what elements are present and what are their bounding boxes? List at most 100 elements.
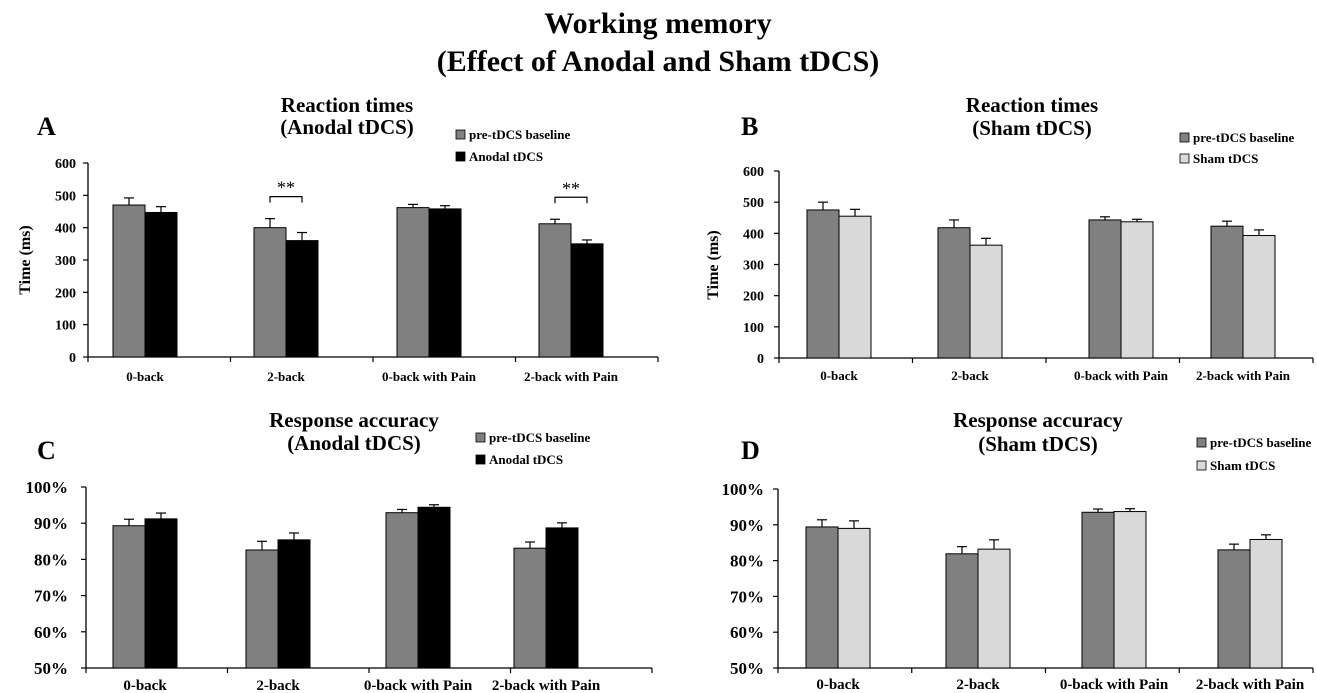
bar-treatment (837, 527, 871, 669)
chart-title-line2: (Anodal tDCS) (287, 431, 421, 455)
y-tick-label: 50% (730, 659, 764, 678)
y-tick-label: 100% (722, 480, 765, 499)
panel-letter: B (741, 112, 758, 141)
y-tick-label: 200 (55, 286, 76, 301)
legend-swatch (455, 151, 466, 162)
bar-baseline (1081, 511, 1115, 669)
y-axis-label: Time (ms) (705, 230, 722, 299)
bar-baseline (1217, 549, 1251, 669)
y-tick-label: 400 (743, 227, 764, 242)
legend-label: pre-tDCS baseline (1210, 435, 1311, 450)
chart-title-line1: Reaction times (966, 93, 1098, 117)
legend-swatch (455, 129, 466, 140)
bar-treatment (1113, 511, 1147, 669)
chart-title-line1: Reaction times (281, 93, 413, 117)
x-tick-label: 2-back with Pain (492, 678, 601, 693)
bar-treatment (144, 211, 178, 358)
x-tick-label: 2-back (256, 678, 300, 693)
bar-baseline (1210, 225, 1244, 359)
x-tick-label: 0-back (126, 369, 164, 384)
bar-treatment (277, 539, 311, 669)
chart-title-line2: (Anodal tDCS) (280, 115, 414, 139)
bar-treatment (838, 215, 872, 359)
y-tick-label: 80% (34, 550, 68, 569)
legend-swatch (1179, 153, 1190, 164)
x-tick-label: 0-back with Pain (364, 678, 473, 693)
figure-title-line2: (Effect of Anodal and Sham tDCS) (437, 45, 880, 78)
x-tick-label: 2-back with Pain (1196, 677, 1305, 693)
panel-letter: C (37, 436, 56, 465)
x-tick-label: 0-back with Pain (1060, 677, 1169, 693)
bar-treatment (1120, 221, 1154, 359)
chart-title-line1: Response accuracy (953, 408, 1123, 432)
chart-title-line2: (Sham tDCS) (978, 432, 1098, 456)
legend-swatch (475, 454, 486, 465)
bar-treatment (417, 506, 451, 669)
y-tick-label: 300 (743, 259, 764, 274)
panel-d: D Response accuracy(Sham tDCS) 50% 60% 70% 80… (722, 408, 1314, 693)
y-tick-label: 70% (34, 587, 68, 606)
bar-treatment (969, 244, 1003, 359)
bar-treatment (977, 548, 1011, 669)
y-tick-label: 500 (55, 189, 76, 204)
bar-treatment (1249, 538, 1283, 669)
x-tick-label: 2-back (951, 368, 989, 383)
y-tick-label: 600 (55, 157, 76, 172)
x-tick-label: 0-back (820, 368, 858, 383)
x-tick-label: 0-back with Pain (1074, 368, 1169, 383)
y-tick-label: 100 (55, 319, 76, 334)
legend-swatch (1179, 132, 1190, 143)
y-tick-label: 200 (743, 290, 764, 305)
legend-swatch (1196, 460, 1207, 471)
bar-baseline (806, 209, 840, 359)
chart-title-line1: Response accuracy (269, 408, 439, 432)
y-tick-label: 300 (55, 254, 76, 269)
significance-label: ** (277, 178, 295, 198)
y-tick-label: 100 (743, 321, 764, 336)
panel-letter: A (37, 112, 56, 141)
figure-title-line1: Working memory (544, 7, 771, 40)
legend-label: pre-tDCS baseline (469, 127, 570, 142)
legend-label: Anodal tDCS (469, 149, 543, 164)
x-tick-label: 0-back (816, 677, 860, 693)
significance-bracket (269, 196, 303, 203)
significance-bracket (554, 196, 588, 204)
x-tick-label: 2-back with Pain (524, 369, 619, 384)
legend-label: Sham tDCS (1193, 151, 1258, 166)
y-tick-label: 500 (743, 196, 764, 211)
y-tick-label: 100% (26, 478, 69, 497)
legend-label: Sham tDCS (1210, 458, 1275, 473)
bar-baseline (253, 227, 287, 358)
legend-label: Anodal tDCS (489, 452, 563, 467)
bar-treatment (570, 243, 604, 358)
panel-a: A Reaction times(Anodal tDCS) Time (ms) 0 10… (17, 93, 659, 384)
bar-baseline (538, 223, 572, 358)
x-tick-label: 0-back (123, 678, 167, 693)
bar-baseline (945, 553, 979, 669)
y-tick-label: 70% (730, 587, 764, 606)
bar-treatment (1242, 235, 1276, 359)
x-tick-label: 2-back (956, 677, 1000, 693)
bar-baseline (1088, 219, 1122, 359)
panel-b: B Reaction times(Sham tDCS) Time (ms) 0 100 2… (705, 93, 1314, 383)
y-tick-label: 90% (34, 514, 68, 533)
legend-label: pre-tDCS baseline (489, 430, 590, 445)
bar-baseline (245, 549, 279, 669)
legend-swatch (475, 432, 486, 443)
legend-swatch (1196, 437, 1207, 448)
y-tick-label: 0 (69, 351, 76, 366)
bar-baseline (937, 227, 971, 359)
bar-treatment (144, 518, 178, 669)
y-tick-label: 90% (730, 516, 764, 535)
chart-title-line2: (Sham tDCS) (972, 116, 1092, 140)
y-tick-label: 0 (757, 352, 764, 367)
bar-baseline (513, 547, 547, 669)
bar-baseline (112, 204, 146, 358)
y-tick-label: 60% (34, 623, 68, 642)
bar-treatment (285, 240, 319, 358)
y-tick-label: 400 (55, 222, 76, 237)
x-tick-label: 2-back (267, 369, 305, 384)
y-tick-label: 50% (34, 659, 68, 678)
bar-baseline (112, 525, 146, 669)
